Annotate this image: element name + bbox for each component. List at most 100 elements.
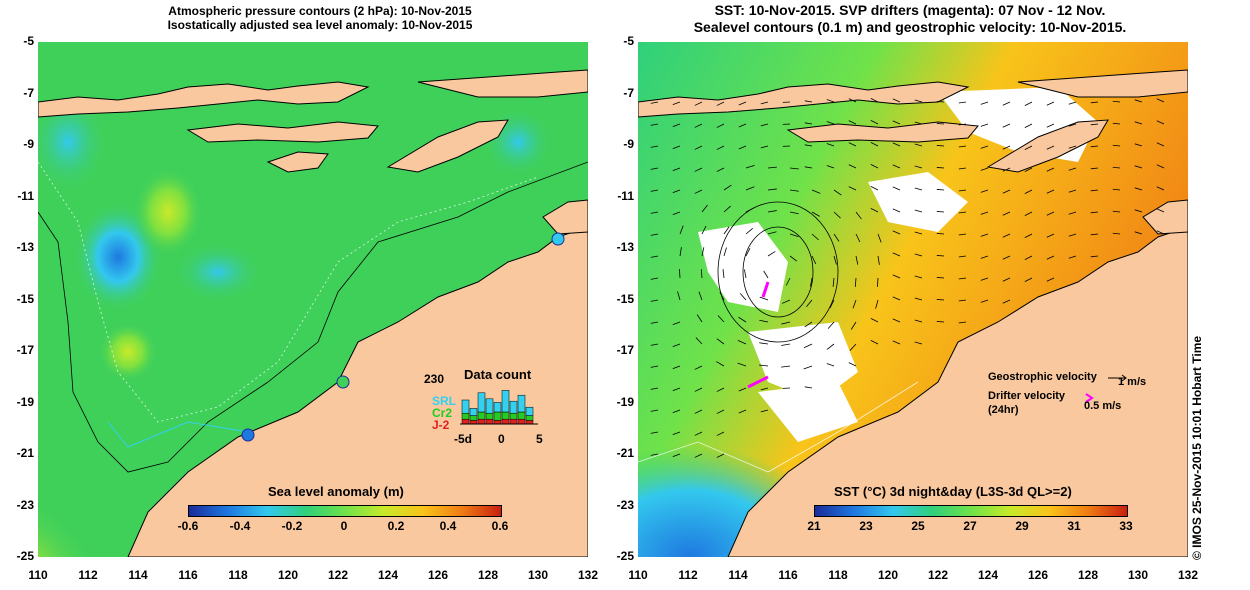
velocity-arrow [829,299,835,309]
velocity-arrow [1134,231,1143,235]
velocity-arrow [980,167,989,171]
longitude-tick: 126 [427,568,449,582]
velocity-arrow [738,387,747,392]
velocity-arrow [1024,233,1033,238]
velocity-arrow [716,101,725,106]
timor-island [386,119,509,173]
geostrophic-velocity-label: Geostrophic velocity [988,371,1097,383]
velocity-arrow [914,99,923,103]
velocity-arrow [716,431,725,436]
sst-colorbar [814,505,1128,517]
velocity-arrow [1002,189,1011,194]
java-nusa-tenggara-islands [38,81,370,118]
velocity-arrow [892,318,901,323]
velocity-arrow [1002,101,1011,106]
data-count-max: 230 [424,372,445,386]
velocity-arrow [870,164,879,169]
data-count-tick-zero: 0 [498,432,505,446]
data-count-tick-end: 5 [536,432,543,446]
latitude-tick: -19 [616,394,634,409]
latitude-tick: -11 [617,188,634,203]
longitude-tick: 118 [228,568,248,582]
velocity-arrow [936,299,945,301]
velocity-arrow [1046,123,1055,128]
colorbar-tick: 33 [1119,519,1133,533]
legend-cr2: Cr2 [432,406,453,420]
velocity-arrow [1002,233,1011,238]
sea-level-colorbar [188,505,502,517]
velocity-arrow [1068,167,1077,171]
left-title-line1: Atmospheric pressure contours (2 hPa): 1… [168,4,472,18]
sea-level-map-svg [38,42,588,557]
velocity-arrow [855,255,859,265]
velocity-arrow [767,166,777,169]
longitude-tick: 128 [477,568,499,582]
longitude-tick: 128 [1077,568,1099,582]
velocity-arrow [760,409,769,413]
latitude-tick: -17 [616,343,634,357]
tide-gauge-marker [336,375,350,389]
velocity-arrow [1046,233,1055,238]
velocity-arrow [650,167,659,170]
velocity-arrow [826,363,835,367]
velocity-arrow [677,291,681,301]
velocity-arrow [914,231,923,235]
colorbar-tick: -0.2 [281,519,303,533]
drifter-legend-arrow [1085,393,1094,403]
velocity-arrow [892,186,901,191]
drifter-velocity-value: 0.5 m/s [1084,400,1122,412]
velocity-arrow [870,340,879,345]
sea-level-colorbar-title: Sea level anomaly (m) [268,484,404,499]
longitude-tick: 126 [1027,568,1049,582]
velocity-arrow [936,167,945,169]
velocity-arrow [694,123,703,128]
velocity-arrow [722,269,725,279]
velocity-arrow [650,277,659,280]
longitude-tick: 132 [577,568,599,582]
velocity-arrow [833,211,841,219]
velocity-arrow [700,269,703,279]
velocity-arrow [745,207,755,213]
velocity-arrow [701,204,708,213]
velocity-arrow [826,165,835,169]
velocity-arrow [1090,211,1099,214]
velocity-arrow [760,123,769,127]
velocity-arrow [936,255,945,257]
colorbar-tick: 0 [340,519,348,533]
velocity-arrow [892,296,901,301]
velocity-arrow [1112,188,1121,191]
velocity-arrow [958,167,967,170]
velocity-arrow [1024,189,1033,194]
data-count-bar-j2 [525,420,534,425]
velocity-arrow [672,409,681,414]
velocity-arrow [1002,145,1011,150]
geostrophic-velocity-arrows [650,98,1165,458]
longitude-tick: 114 [128,568,148,582]
velocity-arrow [650,409,659,412]
legend-srl: SRL [432,394,456,408]
velocity-arrow [650,101,659,104]
colorbar-tick: 0.2 [387,519,405,533]
velocity-arrow [914,297,923,301]
data-count-bar-srl [501,390,510,413]
velocity-arrow [848,362,857,367]
velocity-arrow [958,145,967,148]
velocity-arrow [696,314,703,323]
velocity-arrow [723,247,727,257]
velocity-arrow [870,208,879,213]
velocity-arrow [760,145,769,149]
velocity-arrow [833,255,837,265]
velocity-arrow [723,205,731,213]
velocity-arrow [1068,101,1077,105]
velocity-arrow [1112,166,1121,169]
velocity-arrow [1002,299,1011,304]
data-count-bar-cr2 [485,412,494,420]
data-count-bar-cr2 [493,411,502,421]
velocity-arrow [738,409,747,414]
latitude-tick: -7 [623,85,634,100]
velocity-arrow [980,101,989,105]
velocity-arrow [1068,189,1077,193]
velocity-arrow [672,123,681,128]
data-count-bar-j2 [461,418,470,425]
velocity-arrow [804,386,813,389]
